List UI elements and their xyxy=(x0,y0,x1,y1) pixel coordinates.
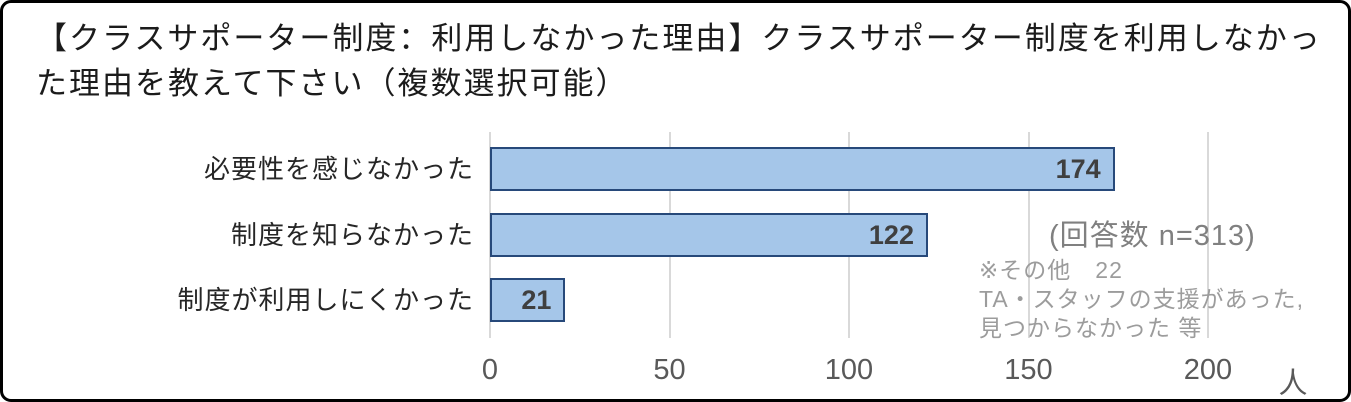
chart-title-line2: た理由を教えて下さい（複数選択可能） xyxy=(36,66,629,101)
chart-title-line1: 【クラスサポーター制度：利用しなかった理由】クラスサポーター制度を利用しなかっ xyxy=(36,21,1322,56)
x-tick-label: 150 xyxy=(1004,354,1053,386)
x-tick-label: 100 xyxy=(824,354,874,386)
response-count-note: (回答数 n=313) xyxy=(1049,220,1256,252)
bar-value-label: 122 xyxy=(868,219,914,250)
category-label: 制度を知らなかった xyxy=(230,219,474,250)
gridline xyxy=(1207,132,1209,338)
other-answers-note-line2: TA・スタッフの支援があった, xyxy=(979,286,1305,312)
other-answers-note-line3: 見つからなかった 等 xyxy=(979,315,1203,341)
x-axis-unit-label: 人 xyxy=(1278,368,1308,400)
bar: 122 xyxy=(490,212,928,257)
chart-title: 【クラスサポーター制度：利用しなかった理由】クラスサポーター制度を利用しなかっ … xyxy=(36,16,1326,106)
category-label: 制度が利用しにくかった xyxy=(177,285,474,315)
bar: 21 xyxy=(490,278,566,322)
x-tick-label: 0 xyxy=(481,354,499,386)
category-label: 必要性を感じなかった xyxy=(203,154,474,184)
bar-value-label: 21 xyxy=(521,285,552,315)
gridline xyxy=(1027,132,1030,338)
other-answers-note-line1: ※その他 22 xyxy=(979,257,1123,283)
bar: 174 xyxy=(490,147,1115,191)
x-tick-label: 50 xyxy=(653,354,686,386)
bar-value-label: 174 xyxy=(1055,154,1101,184)
x-tick-label: 200 xyxy=(1183,354,1233,386)
other-answers-note: ※その他 22 TA・スタッフの支援があった, 見つからなかった 等 xyxy=(979,256,1304,343)
